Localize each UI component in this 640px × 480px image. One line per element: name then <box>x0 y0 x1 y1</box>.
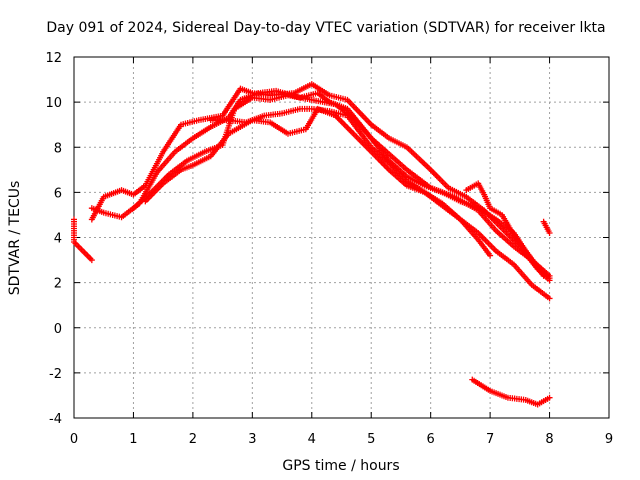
x-tick-label: 8 <box>545 432 553 447</box>
series-track-g <box>469 376 553 408</box>
series-track-f <box>463 180 553 282</box>
y-tick-label: 2 <box>54 277 62 292</box>
data-marks <box>71 81 553 408</box>
x-tick-label: 1 <box>129 432 137 447</box>
series-track-h <box>540 218 553 236</box>
y-tick-label: 8 <box>54 141 62 156</box>
data-point <box>546 295 553 302</box>
data-point <box>546 229 553 236</box>
data-point <box>487 252 494 259</box>
y-tick-label: -4 <box>49 412 62 427</box>
x-tick-label: 2 <box>189 432 197 447</box>
y-tick-label: 12 <box>45 51 62 66</box>
x-tick-label: 7 <box>486 432 494 447</box>
data-point <box>546 275 553 282</box>
x-tick-label: 9 <box>605 432 613 447</box>
y-axis-label: SDTVAR / TECUs <box>7 181 23 296</box>
x-tick-label: 3 <box>248 432 256 447</box>
data-point <box>88 257 95 264</box>
y-tick-label: 0 <box>54 322 62 337</box>
x-tick-label: 4 <box>308 432 316 447</box>
grid <box>74 57 609 418</box>
x-tick-label: 6 <box>427 432 435 447</box>
series-track-i <box>71 216 95 264</box>
x-tick-label: 0 <box>70 432 78 447</box>
data-point <box>546 394 553 401</box>
x-tick-label: 5 <box>367 432 375 447</box>
y-tick-label: 4 <box>54 232 62 247</box>
x-axis-label: GPS time / hours <box>282 458 399 474</box>
series-track-e <box>207 105 494 259</box>
y-tick-label: 10 <box>45 96 62 111</box>
chart-title: Day 091 of 2024, Sidereal Day-to-day VTE… <box>46 20 605 36</box>
y-tick-label: -2 <box>49 367 62 382</box>
y-tick-label: 6 <box>54 186 62 201</box>
